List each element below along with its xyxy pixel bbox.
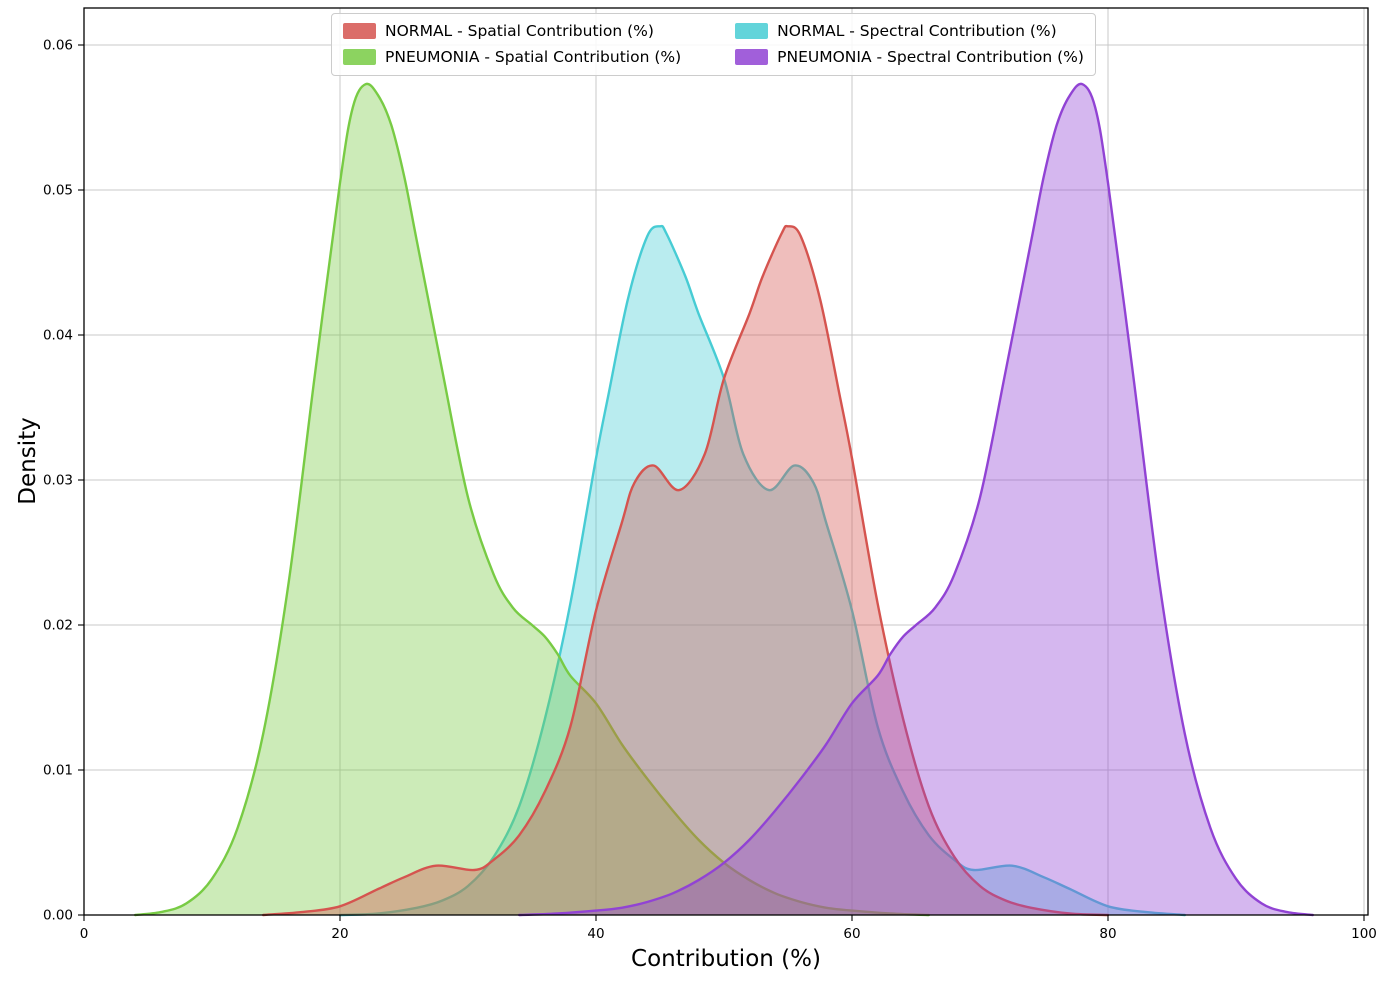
legend-label: PNEUMONIA - Spatial Contribution (%) (385, 47, 682, 66)
x-axis-label: Contribution (%) (631, 946, 821, 972)
kde-area-pneumonia-spectral (519, 83, 1313, 916)
legend-swatch-purple (735, 49, 769, 66)
kde-area-normal-spectral (340, 226, 1185, 915)
axes (83, 7, 1369, 916)
tick-labels: 0 20 40 60 80 100 0.00 0.01 0.02 0.03 0.04 0.05 0.06 (43, 38, 1377, 943)
legend-swatch-green (343, 49, 376, 66)
x-tick-label: 20 (331, 926, 348, 942)
legend-label: NORMAL - Spatial Contribution (%) (385, 22, 654, 40)
kde-line-normal-spectral (338, 224, 1186, 917)
x-tick-label: 40 (587, 926, 604, 942)
y-tick-label: 0.00 (43, 908, 73, 924)
legend-swatch-cyan (735, 23, 769, 40)
x-tick-label: 100 (1351, 926, 1377, 942)
kde-curves (134, 82, 1314, 917)
y-tick-label: 0.03 (43, 473, 73, 489)
y-tick-label: 0.05 (43, 183, 73, 199)
y-tick-label: 0.01 (43, 763, 73, 779)
legend-item-pneumonia-spatial: PNEUMONIA - Spatial Contribution (%) (343, 47, 681, 68)
kde-area-normal-spatial (263, 226, 1108, 915)
y-tick-label: 0.02 (43, 618, 73, 634)
kde-line-normal-spatial (262, 224, 1110, 917)
x-tick-label: 80 (1099, 926, 1116, 942)
legend-label: NORMAL - Spectral Contribution (%) (777, 22, 1057, 40)
legend: NORMAL - Spatial Contribution (%) PNEUMO… (331, 13, 1096, 76)
plot-border (83, 7, 1369, 916)
legend-item-pneumonia-spectral: PNEUMONIA - Spectral Contribution (%) (735, 47, 1084, 68)
legend-item-normal-spectral: NORMAL - Spectral Contribution (%) (735, 21, 1084, 42)
x-tick-label: 0 (80, 926, 89, 942)
x-tick-label: 60 (843, 926, 860, 942)
y-axis-label: Density (15, 417, 41, 505)
y-tick-label: 0.04 (43, 328, 73, 344)
legend-item-normal-spatial: NORMAL - Spatial Contribution (%) (343, 21, 681, 42)
kde-line-pneumonia-spatial (134, 82, 930, 917)
y-tick-label: 0.06 (43, 38, 73, 54)
kde-line-pneumonia-spectral (518, 82, 1314, 917)
legend-label: PNEUMONIA - Spectral Contribution (%) (777, 47, 1084, 66)
legend-swatch-red (343, 23, 376, 40)
kde-area-pneumonia-spatial (135, 83, 929, 916)
